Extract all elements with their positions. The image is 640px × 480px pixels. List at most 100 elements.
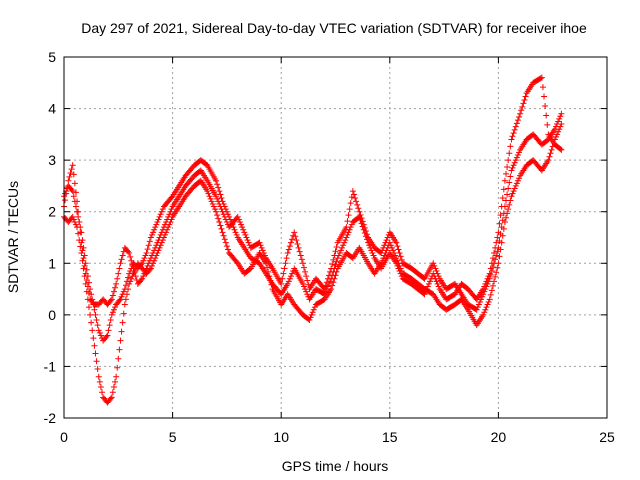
data-point	[513, 180, 520, 187]
data-point	[163, 219, 170, 226]
data-point	[245, 239, 252, 246]
data-point	[352, 194, 359, 201]
data-point	[214, 195, 221, 202]
data-point	[379, 247, 386, 254]
data-point	[233, 258, 240, 265]
data-point	[485, 298, 492, 305]
data-point	[513, 120, 520, 127]
data-point	[516, 149, 523, 156]
data-point	[475, 301, 482, 308]
data-point	[96, 378, 103, 385]
data-point	[508, 193, 515, 200]
data-point	[80, 255, 87, 262]
data-point	[159, 226, 166, 233]
data-point	[361, 224, 368, 231]
data-point	[259, 247, 266, 254]
data-point	[551, 126, 558, 133]
data-point	[514, 177, 521, 184]
data-point	[331, 252, 338, 259]
data-point	[514, 117, 521, 124]
data-point	[506, 179, 513, 186]
data-point	[217, 222, 224, 229]
data-point	[360, 221, 367, 228]
data-point	[77, 229, 84, 236]
data-point	[113, 373, 120, 380]
data-point	[303, 288, 310, 295]
data-point	[557, 145, 564, 152]
data-point	[233, 231, 240, 238]
data-point	[90, 335, 97, 342]
data-point	[112, 378, 119, 385]
data-point	[494, 234, 501, 241]
data-point	[518, 107, 525, 114]
data-point	[158, 229, 165, 236]
data-point	[215, 184, 222, 191]
data-point	[343, 234, 350, 241]
data-point	[425, 280, 432, 287]
data-point	[91, 342, 98, 349]
data-point	[333, 258, 340, 265]
data-point	[328, 286, 335, 293]
data-point	[156, 213, 163, 220]
data-point	[241, 229, 248, 236]
data-point	[381, 242, 388, 249]
data-point	[496, 253, 503, 260]
data-point	[74, 224, 81, 231]
data-point	[394, 243, 401, 250]
data-point	[74, 198, 81, 205]
data-point	[219, 229, 226, 236]
x-tick-label: 25	[599, 429, 615, 445]
data-point	[342, 237, 349, 244]
data-point	[116, 265, 123, 272]
data-point	[550, 139, 557, 146]
data-point	[552, 133, 559, 140]
x-tick-label: 5	[169, 429, 177, 445]
data-point	[508, 136, 515, 143]
data-point	[107, 317, 114, 324]
data-point	[79, 247, 86, 254]
data-point	[78, 239, 85, 246]
data-point	[381, 252, 388, 259]
data-point	[217, 191, 224, 198]
data-point	[350, 191, 357, 198]
data-point	[329, 282, 336, 289]
data-point	[222, 216, 229, 223]
data-point	[204, 188, 211, 195]
data-point	[95, 327, 102, 334]
data-point	[147, 234, 154, 241]
data-point	[213, 177, 220, 184]
data-point	[482, 286, 489, 293]
data-point	[299, 280, 306, 287]
data-point	[152, 224, 159, 231]
data-point	[154, 219, 161, 226]
data-point	[521, 96, 528, 103]
data-point	[304, 277, 311, 284]
data-point	[122, 282, 129, 289]
data-point	[491, 278, 498, 285]
data-point	[243, 234, 250, 241]
data-point	[346, 206, 353, 213]
data-point	[344, 218, 351, 225]
data-point	[130, 265, 137, 272]
data-point	[554, 121, 561, 128]
data-point	[344, 231, 351, 238]
data-point	[168, 206, 175, 213]
data-point	[283, 255, 290, 262]
data-point	[496, 237, 503, 244]
data-point	[218, 194, 225, 201]
data-point	[155, 237, 162, 244]
data-point	[72, 203, 79, 210]
data-point	[482, 306, 489, 313]
data-point	[331, 275, 338, 282]
data-point	[244, 237, 251, 244]
data-point	[132, 273, 139, 280]
data-point	[485, 278, 492, 285]
data-point	[433, 278, 440, 285]
data-point	[557, 113, 564, 120]
data-point	[378, 249, 385, 256]
data-point	[476, 298, 483, 305]
data-point	[220, 232, 227, 239]
data-point	[222, 239, 229, 246]
data-point	[388, 244, 395, 251]
data-point	[257, 242, 264, 249]
